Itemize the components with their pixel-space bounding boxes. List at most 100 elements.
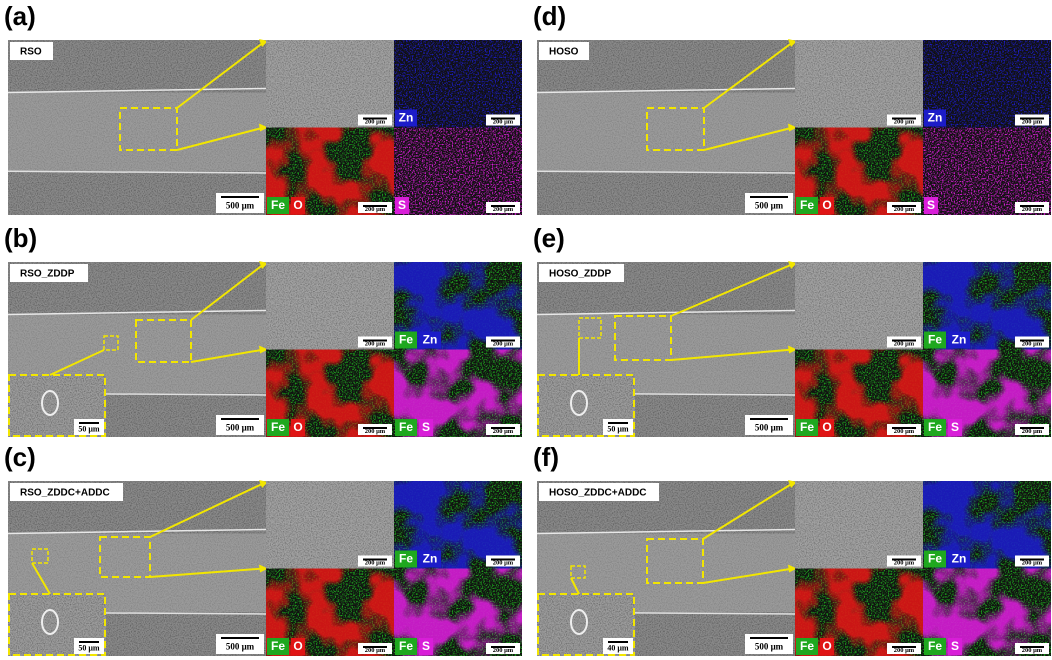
scale-bar-label: 200 μm (1022, 428, 1043, 435)
scale-bar-label: 200 μm (1022, 647, 1043, 654)
zoom-region (119, 107, 178, 151)
sample-label-box (10, 42, 53, 60)
sem-texture (795, 481, 923, 569)
element-tag-box (948, 419, 962, 436)
sem-texture (266, 481, 394, 569)
panel: (a) RSO 500 μm 200 μm Zn 200 μm Fe O 200 μm S 200 … (4, 1, 522, 215)
element-tag-box (419, 331, 441, 349)
inset-region (578, 317, 602, 339)
scale-bar-label: 500 μm (226, 423, 255, 433)
element-tag: Fe (271, 420, 285, 434)
scale-bar-label: 50 μm (78, 644, 100, 653)
sem-texture (266, 40, 394, 128)
inset-arrow (31, 562, 51, 595)
scale-bar-label: 200 μm (493, 340, 514, 347)
element-tag-box (395, 638, 417, 655)
scale-bar-box (358, 424, 392, 435)
element-tag-box (796, 638, 818, 655)
scale-bar-label: 200 μm (493, 118, 514, 125)
element-tag: Fe (399, 420, 413, 434)
track-edge (536, 528, 796, 535)
scale-bar-label: 200 μm (365, 118, 386, 125)
element-tag: Zn (399, 111, 414, 125)
zoom-arrow (190, 348, 265, 363)
zoom-arrow (702, 567, 794, 584)
element-tag: O (822, 198, 831, 212)
sem-texture (795, 262, 923, 350)
scale-bar-box (358, 643, 392, 654)
inset-region (103, 335, 119, 351)
scale-bar-label: 200 μm (365, 428, 386, 435)
element-tag-box (291, 638, 305, 655)
zoom-arrow (703, 126, 794, 151)
element-tag: O (293, 198, 302, 212)
scale-bar-box (358, 336, 392, 348)
element-tag-box (267, 638, 289, 655)
panel-label: (a) (4, 1, 36, 31)
scale-bar-label: 500 μm (226, 201, 255, 211)
scale-bar-label: 200 μm (894, 340, 915, 347)
element-tag: Zn (423, 552, 438, 566)
element-tag: S (927, 198, 935, 212)
scale-bar-box (1015, 555, 1049, 567)
scale-bar-label: 200 μm (894, 206, 915, 213)
element-tag-box (820, 197, 834, 214)
arrow-head (788, 564, 797, 573)
scale-bar-box (358, 114, 392, 126)
scale-bar-box (358, 555, 392, 567)
sem-texture (8, 40, 266, 215)
scale-bar-box (1015, 114, 1049, 126)
inset-arrow (570, 577, 580, 595)
scale-bar-label: 200 μm (894, 428, 915, 435)
inset-feature (41, 390, 59, 416)
scale-bar-box (887, 336, 921, 348)
scale-bar-label: 200 μm (1022, 340, 1043, 347)
inset-frame (8, 593, 106, 656)
sample-label-box (539, 264, 624, 282)
scale-bar-box (358, 202, 392, 213)
element-tag-box (395, 109, 417, 127)
arrow-head (788, 39, 797, 47)
element-tag: S (398, 198, 406, 212)
element-tag-box (820, 638, 834, 655)
element-tag: O (293, 420, 302, 434)
element-tag: O (822, 420, 831, 434)
element-tag-box (924, 419, 946, 436)
element-tag-box (820, 419, 834, 436)
panel-label: (d) (533, 1, 566, 31)
element-tag: Fe (800, 639, 814, 653)
zoom-region (99, 536, 151, 578)
element-tag-box (796, 197, 818, 214)
zoom-region (135, 319, 192, 363)
element-tag-box (419, 550, 441, 568)
element-tag-box (924, 197, 938, 214)
inset-region (31, 548, 49, 564)
inset-frame (537, 374, 635, 437)
element-tag: Zn (423, 333, 438, 347)
scale-bar-box (486, 424, 520, 435)
scale-bar-label: 500 μm (755, 201, 784, 211)
element-tag: Fe (800, 198, 814, 212)
arrow-head (259, 39, 268, 47)
scale-bar-box (887, 424, 921, 435)
scale-bar-label: 200 μm (1022, 206, 1043, 213)
zoom-arrow (190, 263, 265, 321)
scale-bar-label: 200 μm (365, 340, 386, 347)
scale-bar-label: 500 μm (226, 642, 255, 652)
arrow-head (259, 345, 268, 354)
arrow-head (259, 564, 268, 573)
sem-texture (795, 40, 923, 128)
element-tag: Fe (928, 420, 942, 434)
element-tag: S (951, 420, 959, 434)
scale-bar-label: 50 μm (607, 425, 629, 434)
element-tag: Zn (952, 333, 967, 347)
scale-bar-box (1015, 643, 1049, 654)
element-tag-box (267, 197, 289, 214)
element-tag-box (948, 550, 970, 568)
sample-label: RSO (20, 47, 42, 58)
arrow-head (259, 123, 268, 132)
zoom-arrow (702, 482, 794, 540)
scale-bar-label: 200 μm (365, 559, 386, 566)
element-tag-box (924, 331, 946, 349)
